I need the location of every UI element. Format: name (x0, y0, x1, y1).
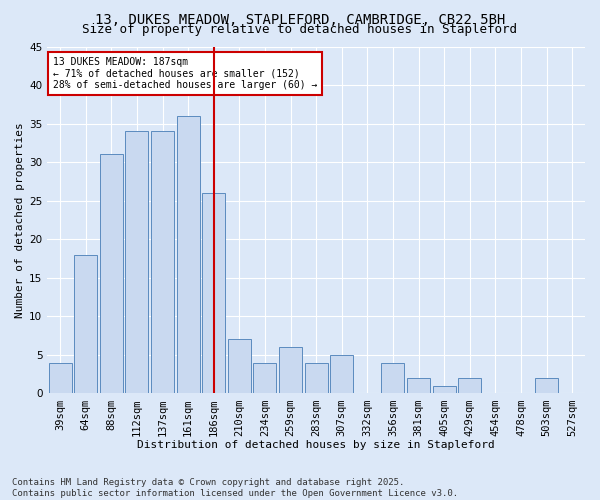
Text: 13 DUKES MEADOW: 187sqm
← 71% of detached houses are smaller (152)
28% of semi-d: 13 DUKES MEADOW: 187sqm ← 71% of detache… (53, 57, 317, 90)
Bar (253, 362, 277, 394)
X-axis label: Distribution of detached houses by size in Stapleford: Distribution of detached houses by size … (137, 440, 495, 450)
Bar (458, 378, 481, 394)
Bar (305, 362, 328, 394)
Bar (330, 355, 353, 394)
Bar (176, 116, 200, 394)
Text: Contains HM Land Registry data © Crown copyright and database right 2025.
Contai: Contains HM Land Registry data © Crown c… (12, 478, 458, 498)
Bar (151, 132, 174, 394)
Bar (228, 340, 251, 394)
Text: 13, DUKES MEADOW, STAPLEFORD, CAMBRIDGE, CB22 5BH: 13, DUKES MEADOW, STAPLEFORD, CAMBRIDGE,… (95, 12, 505, 26)
Bar (100, 154, 123, 394)
Bar (382, 362, 404, 394)
Y-axis label: Number of detached properties: Number of detached properties (15, 122, 25, 318)
Bar (202, 193, 225, 394)
Bar (125, 132, 148, 394)
Bar (433, 386, 455, 394)
Bar (407, 378, 430, 394)
Bar (279, 347, 302, 394)
Bar (535, 378, 558, 394)
Bar (74, 254, 97, 394)
Bar (49, 362, 71, 394)
Text: Size of property relative to detached houses in Stapleford: Size of property relative to detached ho… (83, 22, 517, 36)
